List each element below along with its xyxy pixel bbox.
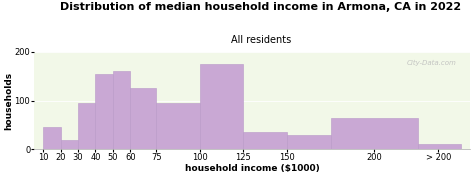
Bar <box>287 135 330 149</box>
Bar <box>113 71 130 149</box>
Bar <box>244 132 287 149</box>
Bar <box>130 88 156 149</box>
Bar <box>95 74 113 149</box>
Bar <box>43 127 61 149</box>
Text: Distribution of median household income in Armona, CA in 2022: Distribution of median household income … <box>60 2 461 12</box>
Text: All residents: All residents <box>230 35 291 45</box>
Bar <box>78 103 95 149</box>
Bar <box>418 144 461 149</box>
Bar <box>156 103 200 149</box>
Bar <box>200 64 244 149</box>
Y-axis label: households: households <box>4 72 13 130</box>
Bar <box>61 139 78 149</box>
Text: City-Data.com: City-Data.com <box>407 60 457 66</box>
X-axis label: household income ($1000): household income ($1000) <box>185 164 319 173</box>
Bar <box>330 118 418 149</box>
